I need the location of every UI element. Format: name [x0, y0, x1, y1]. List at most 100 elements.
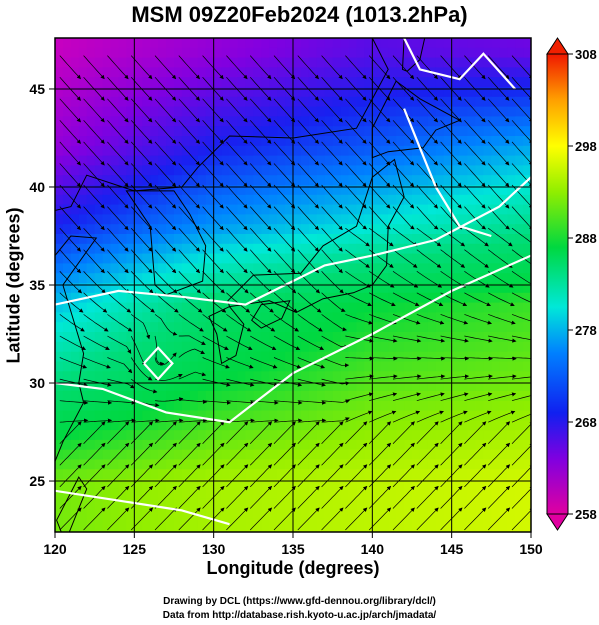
streamline: [416, 227, 442, 247]
streamline: [178, 141, 200, 166]
colorbar-top-triangle: [546, 37, 569, 55]
streamline: [249, 314, 276, 332]
streamline: [83, 227, 105, 252]
streamline: [59, 120, 81, 144]
streamline: [249, 421, 273, 445]
streamline: [226, 464, 249, 488]
streamline: [440, 141, 462, 166]
streamline: [83, 378, 112, 387]
streamline: [345, 485, 368, 509]
streamline: [392, 141, 415, 166]
streamline: [321, 98, 343, 123]
streamline: [369, 374, 398, 380]
streamline: [297, 507, 320, 531]
streamline: [488, 335, 517, 343]
streamline: [107, 271, 130, 294]
streamline: [369, 410, 397, 423]
streamline: [107, 98, 129, 123]
streamline: [321, 120, 343, 144]
streamline: [297, 400, 327, 405]
streamline: [440, 249, 466, 268]
streamline: [511, 357, 531, 359]
streamline: [249, 98, 272, 123]
streamline: [368, 249, 394, 268]
streamline: [321, 421, 344, 445]
streamline: [107, 507, 130, 531]
streamline: [83, 292, 108, 313]
streamline: [297, 421, 320, 445]
streamline: [321, 399, 350, 404]
streamline: [440, 314, 469, 325]
streamline: [107, 421, 130, 445]
coastline-5: [208, 305, 245, 365]
streamline: [416, 120, 438, 144]
streamline: [226, 55, 248, 80]
streamline: [154, 292, 179, 313]
streamline: [464, 206, 487, 230]
streamline: [345, 227, 370, 247]
streamline: [416, 184, 438, 209]
x-tick-label: 130: [202, 541, 226, 557]
streamline: [464, 55, 486, 80]
grid-lines: [55, 38, 531, 532]
streamline: [154, 397, 184, 402]
streamline: [297, 271, 321, 294]
streamline: [107, 314, 133, 332]
streamline: [416, 421, 439, 445]
streamline: [178, 335, 206, 345]
streamline: [321, 141, 343, 166]
streamline: [416, 374, 446, 380]
x-tick-label: 135: [281, 541, 305, 557]
streamline: [440, 410, 468, 423]
streamline: [154, 421, 177, 445]
streamline: [297, 378, 326, 387]
contour-line-5: [143, 346, 174, 381]
streamline: [154, 485, 177, 509]
streamline: [178, 206, 200, 231]
streamline: [321, 417, 350, 423]
streamline: [107, 163, 129, 188]
streamline: [83, 55, 105, 80]
streamline: [178, 98, 200, 123]
streamline: [464, 410, 492, 423]
streamline: [83, 357, 111, 369]
streamline: [464, 374, 493, 380]
streamline: [83, 206, 105, 231]
streamline: [392, 120, 415, 144]
streamline: [226, 120, 248, 144]
streamline: [297, 314, 323, 332]
streamline: [369, 356, 398, 361]
streamline: [511, 335, 531, 341]
coastline-6: [251, 300, 291, 329]
streamline: [83, 184, 105, 209]
streamline: [321, 249, 343, 274]
streamline: [273, 271, 297, 294]
streamline: [202, 55, 224, 80]
streamline: [511, 55, 531, 80]
streamline: [83, 418, 113, 423]
streamline: [416, 485, 439, 509]
x-axis: 120 125 130 135 140 145 150: [43, 532, 543, 557]
streamline: [59, 485, 82, 509]
streamline: [154, 55, 177, 80]
streamline: [416, 442, 439, 466]
streamline: [440, 163, 462, 188]
streamline: [345, 464, 368, 488]
streamline: [226, 98, 248, 123]
streamline: [487, 485, 511, 509]
streamline: [392, 55, 415, 80]
streamline: [511, 314, 531, 322]
streamline: [273, 120, 296, 144]
streamline: [178, 442, 201, 466]
streamline: [249, 206, 272, 231]
streamline: [202, 249, 224, 274]
streamline: [416, 356, 446, 361]
streamline: [249, 227, 272, 252]
streamline: [297, 227, 319, 252]
streamline: [178, 371, 207, 380]
colorbar-bottom-triangle: [546, 513, 569, 531]
streamline: [392, 485, 415, 509]
streamline: [154, 184, 177, 209]
streamline: [487, 55, 510, 80]
